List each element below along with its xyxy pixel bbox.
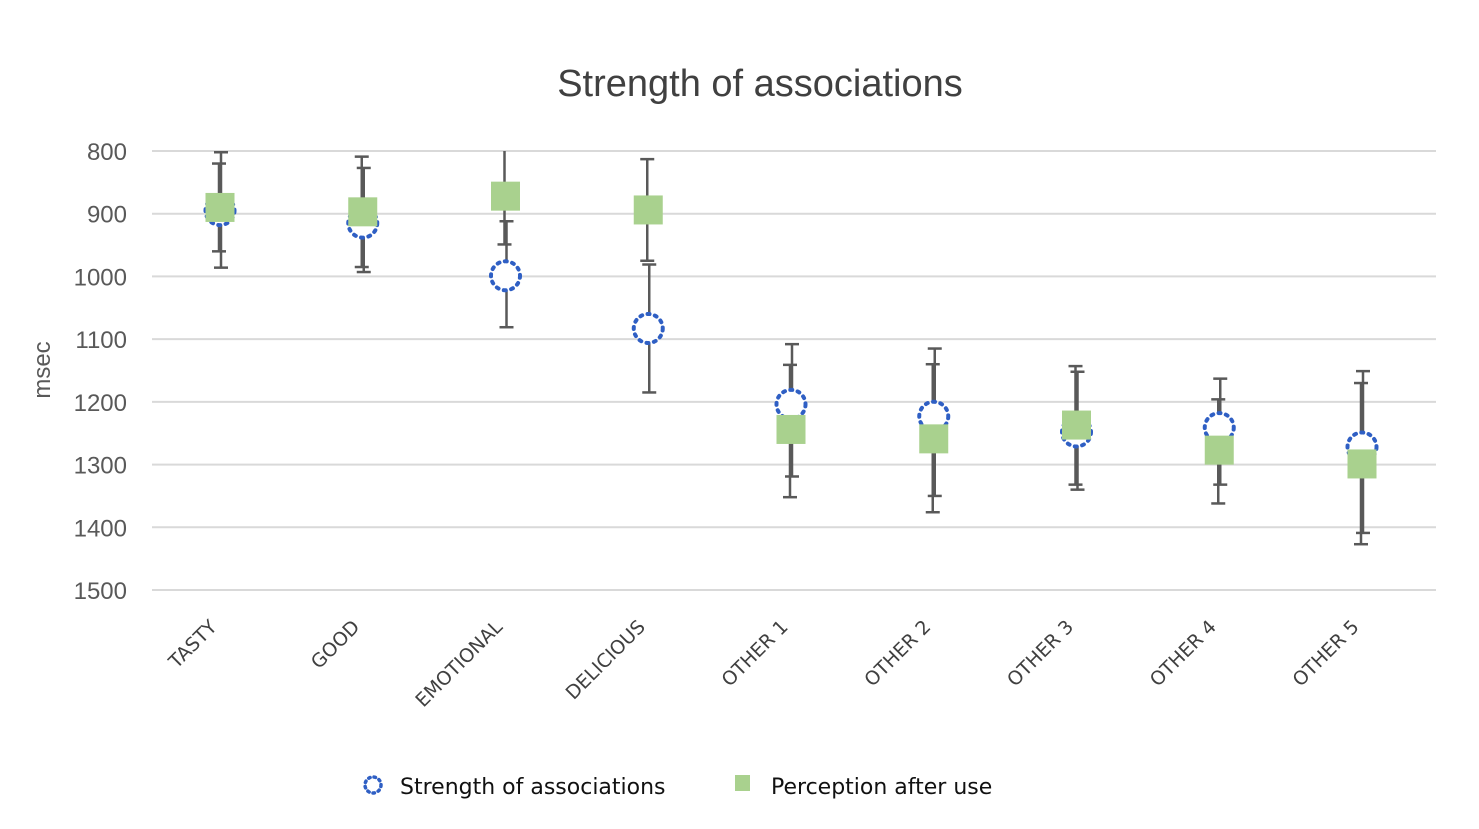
x-tick-label: EMOTIONAL [411, 616, 507, 712]
strength-point [774, 387, 808, 421]
error-bars [212, 151, 1370, 546]
legend-marker-perception [735, 775, 750, 791]
legend: Strength of associations Perception afte… [363, 775, 992, 800]
perception-point [919, 424, 949, 454]
legend-label-strength: Strength of associations [400, 775, 666, 800]
y-tick-label: 1200 [74, 390, 127, 417]
chart-title: Strength of associations [557, 63, 963, 105]
x-tick-label: OTHER 1 [717, 616, 792, 691]
perception-point [633, 195, 663, 225]
x-tick-label: OTHER 2 [860, 616, 935, 691]
perception-point [776, 414, 806, 444]
perception-point [1062, 410, 1091, 440]
y-tick-label: 1300 [74, 453, 127, 480]
x-tick-label: OTHER 4 [1146, 616, 1221, 691]
y-tick-label: 1000 [74, 264, 127, 291]
strength-point [489, 259, 522, 293]
perception-point [205, 192, 235, 222]
y-tick-label: 1400 [74, 515, 127, 542]
y-tick-label: 800 [87, 139, 127, 166]
gridlines [152, 150, 1436, 591]
x-tick-label: TASTY [164, 616, 222, 674]
legend-marker-strength [363, 775, 383, 795]
strength-point [631, 311, 665, 345]
y-tick-label: 1500 [74, 578, 127, 605]
y-tick-label: 900 [87, 202, 127, 229]
x-tick-label: DELICIOUS [562, 616, 650, 704]
perception-point [348, 197, 378, 227]
perception-point [491, 181, 520, 211]
x-tick-label: OTHER 5 [1288, 616, 1363, 691]
x-tick-label: OTHER 3 [1003, 616, 1078, 691]
legend-label-perception: Perception after use [771, 775, 992, 800]
y-tick-labels: 800 900 1000 1100 1200 1300 1400 1500 [74, 139, 127, 605]
y-axis-label: msec [29, 341, 56, 398]
x-tick-label: GOOD [307, 616, 364, 673]
x-tick-labels: TASTY GOOD EMOTIONAL DELICIOUS OTHER 1 OTHER … [164, 616, 1364, 712]
y-tick-label: 1100 [75, 327, 127, 354]
perception-point [1347, 449, 1377, 479]
data-points [203, 181, 1379, 479]
perception-point [1204, 435, 1234, 465]
